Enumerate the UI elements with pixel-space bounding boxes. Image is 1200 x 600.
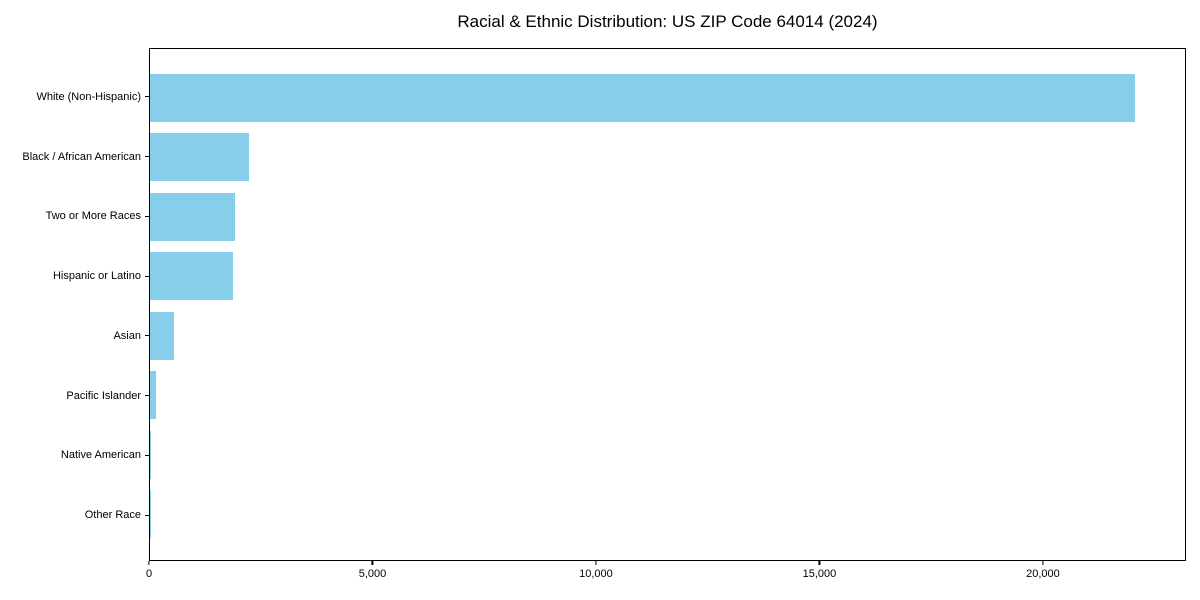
bar-row	[150, 187, 1185, 247]
y-tick-mark	[145, 454, 149, 456]
y-axis-labels: White (Non-Hispanic) Black / African Amer…	[0, 48, 149, 561]
y-tick-mark	[145, 275, 149, 277]
y-tick-mark	[145, 156, 149, 158]
bar-row	[150, 485, 1185, 545]
bar	[150, 133, 250, 182]
bar-row	[150, 247, 1185, 307]
bars-container	[150, 49, 1185, 560]
bar	[150, 192, 235, 241]
bar-row	[150, 366, 1185, 426]
x-tick-label: 5,000	[358, 568, 387, 580]
y-tick-label: White (Non-Hispanic)	[36, 90, 141, 103]
bar-row	[150, 68, 1185, 128]
y-tick: Black / African American	[0, 127, 149, 187]
y-tick: Other Race	[0, 485, 149, 545]
y-tick: Two or More Races	[0, 187, 149, 247]
x-tick-mark	[595, 561, 597, 565]
bar	[150, 430, 152, 479]
bar	[150, 371, 156, 420]
x-tick-mark	[818, 561, 821, 565]
y-tick-label: Hispanic or Latino	[52, 270, 141, 283]
y-tick-mark	[145, 335, 149, 337]
bar-row	[150, 128, 1185, 188]
x-tick-label: 10,000	[579, 568, 613, 580]
bar	[150, 311, 175, 360]
bar	[150, 252, 233, 301]
x-tick-label: 15,000	[802, 568, 837, 580]
bar	[150, 73, 1135, 122]
x-axis: 0 5,000 10,000 15,000 20,000	[145, 561, 1186, 591]
y-tick-label: Black / African American	[22, 150, 141, 163]
x-tick-label: 0	[145, 568, 153, 580]
bar-row	[150, 306, 1185, 366]
bar-row	[150, 425, 1185, 485]
plot-area	[149, 48, 1186, 561]
y-tick-label: Two or More Races	[45, 210, 141, 223]
y-tick-mark	[145, 395, 149, 397]
y-tick: Pacific Islander	[0, 366, 149, 426]
y-tick-label: Native American	[60, 449, 141, 462]
x-tick-label: 20,000	[1026, 568, 1060, 580]
y-tick: Asian	[0, 306, 149, 366]
x-tick-mark	[371, 561, 374, 565]
y-tick-label: Asian	[113, 329, 141, 342]
y-tick-mark	[145, 215, 149, 217]
x-tick-mark	[148, 561, 150, 565]
y-tick: Hispanic or Latino	[0, 246, 149, 306]
y-tick-label: Pacific Islander	[66, 389, 141, 402]
x-tick-mark	[1042, 561, 1044, 565]
chart-title: Racial & Ethnic Distribution: US ZIP Cod…	[457, 12, 878, 31]
y-tick-mark	[145, 514, 149, 516]
y-tick: White (Non-Hispanic)	[0, 67, 149, 127]
y-tick-mark	[145, 96, 149, 98]
y-tick-label: Other Race	[84, 509, 141, 522]
y-tick: Native American	[0, 426, 149, 486]
